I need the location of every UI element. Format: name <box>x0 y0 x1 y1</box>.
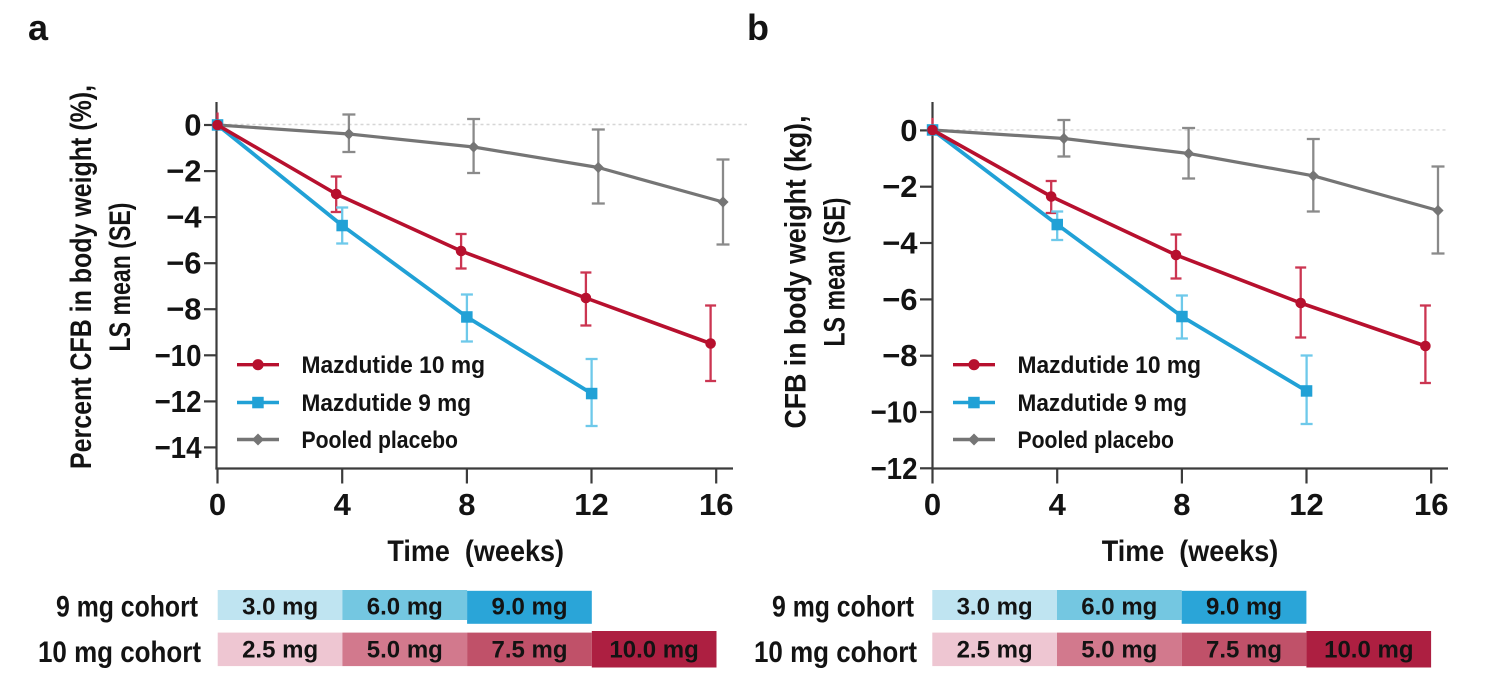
svg-text:−12: −12 <box>871 451 918 486</box>
svg-text:Percent CFB in body weight (%): Percent CFB in body weight (%), <box>65 85 98 469</box>
svg-text:Time (weeks): Time (weeks) <box>387 535 564 568</box>
svg-text:3.0 mg: 3.0 mg <box>242 594 318 621</box>
svg-text:−2: −2 <box>166 154 201 189</box>
svg-text:LS mean (SE): LS mean (SE) <box>819 198 852 347</box>
svg-text:−2: −2 <box>882 169 917 204</box>
svg-text:6.0 mg: 6.0 mg <box>1081 594 1157 621</box>
svg-text:6.0 mg: 6.0 mg <box>367 594 443 621</box>
svg-text:9.0 mg: 9.0 mg <box>491 594 567 621</box>
svg-text:4: 4 <box>1049 487 1067 522</box>
svg-text:9 mg cohort: 9 mg cohort <box>772 591 914 624</box>
svg-text:0: 0 <box>900 113 917 148</box>
svg-text:−6: −6 <box>166 246 201 281</box>
svg-text:Pooled placebo: Pooled placebo <box>1018 427 1175 454</box>
svg-text:−10: −10 <box>871 395 918 430</box>
svg-text:−4: −4 <box>882 226 918 261</box>
svg-text:10 mg cohort: 10 mg cohort <box>38 636 201 669</box>
svg-text:Mazdutide 10 mg: Mazdutide 10 mg <box>1018 352 1202 379</box>
svg-text:Time (weeks): Time (weeks) <box>1102 535 1279 568</box>
svg-text:8: 8 <box>458 487 475 522</box>
svg-text:16: 16 <box>699 487 733 522</box>
svg-text:−4: −4 <box>166 200 202 235</box>
svg-text:−8: −8 <box>882 338 917 373</box>
svg-text:12: 12 <box>574 487 608 522</box>
svg-text:CFB in body weight (kg),: CFB in body weight (kg), <box>780 116 813 429</box>
svg-text:5.0 mg: 5.0 mg <box>367 637 443 664</box>
svg-text:b: b <box>747 7 769 48</box>
svg-text:10.0 mg: 10.0 mg <box>609 637 698 664</box>
svg-text:10.0 mg: 10.0 mg <box>1324 637 1413 664</box>
svg-text:−8: −8 <box>166 292 201 327</box>
svg-text:16: 16 <box>1414 487 1448 522</box>
svg-text:8: 8 <box>1173 487 1190 522</box>
svg-text:0: 0 <box>184 108 201 143</box>
svg-text:−6: −6 <box>882 282 917 317</box>
svg-text:Mazdutide 10 mg: Mazdutide 10 mg <box>302 352 486 379</box>
svg-text:LS mean (SE): LS mean (SE) <box>104 203 137 352</box>
svg-text:9 mg cohort: 9 mg cohort <box>56 591 198 624</box>
svg-text:Pooled placebo: Pooled placebo <box>302 427 459 454</box>
svg-text:9.0 mg: 9.0 mg <box>1206 594 1282 621</box>
svg-text:10 mg cohort: 10 mg cohort <box>754 636 917 669</box>
svg-text:2.5 mg: 2.5 mg <box>242 637 318 664</box>
svg-text:12: 12 <box>1289 487 1323 522</box>
svg-text:2.5 mg: 2.5 mg <box>957 637 1033 664</box>
svg-text:5.0 mg: 5.0 mg <box>1081 637 1157 664</box>
svg-text:3.0 mg: 3.0 mg <box>957 594 1033 621</box>
svg-text:0: 0 <box>924 487 941 522</box>
svg-text:7.5 mg: 7.5 mg <box>491 637 567 664</box>
svg-text:−10: −10 <box>155 338 202 373</box>
svg-text:−12: −12 <box>155 384 202 419</box>
svg-text:0: 0 <box>209 487 226 522</box>
svg-text:−14: −14 <box>155 430 203 465</box>
svg-text:Mazdutide 9 mg: Mazdutide 9 mg <box>302 390 472 417</box>
svg-text:4: 4 <box>334 487 352 522</box>
svg-text:Mazdutide 9 mg: Mazdutide 9 mg <box>1018 390 1188 417</box>
svg-text:a: a <box>28 7 49 48</box>
svg-text:7.5 mg: 7.5 mg <box>1206 637 1282 664</box>
